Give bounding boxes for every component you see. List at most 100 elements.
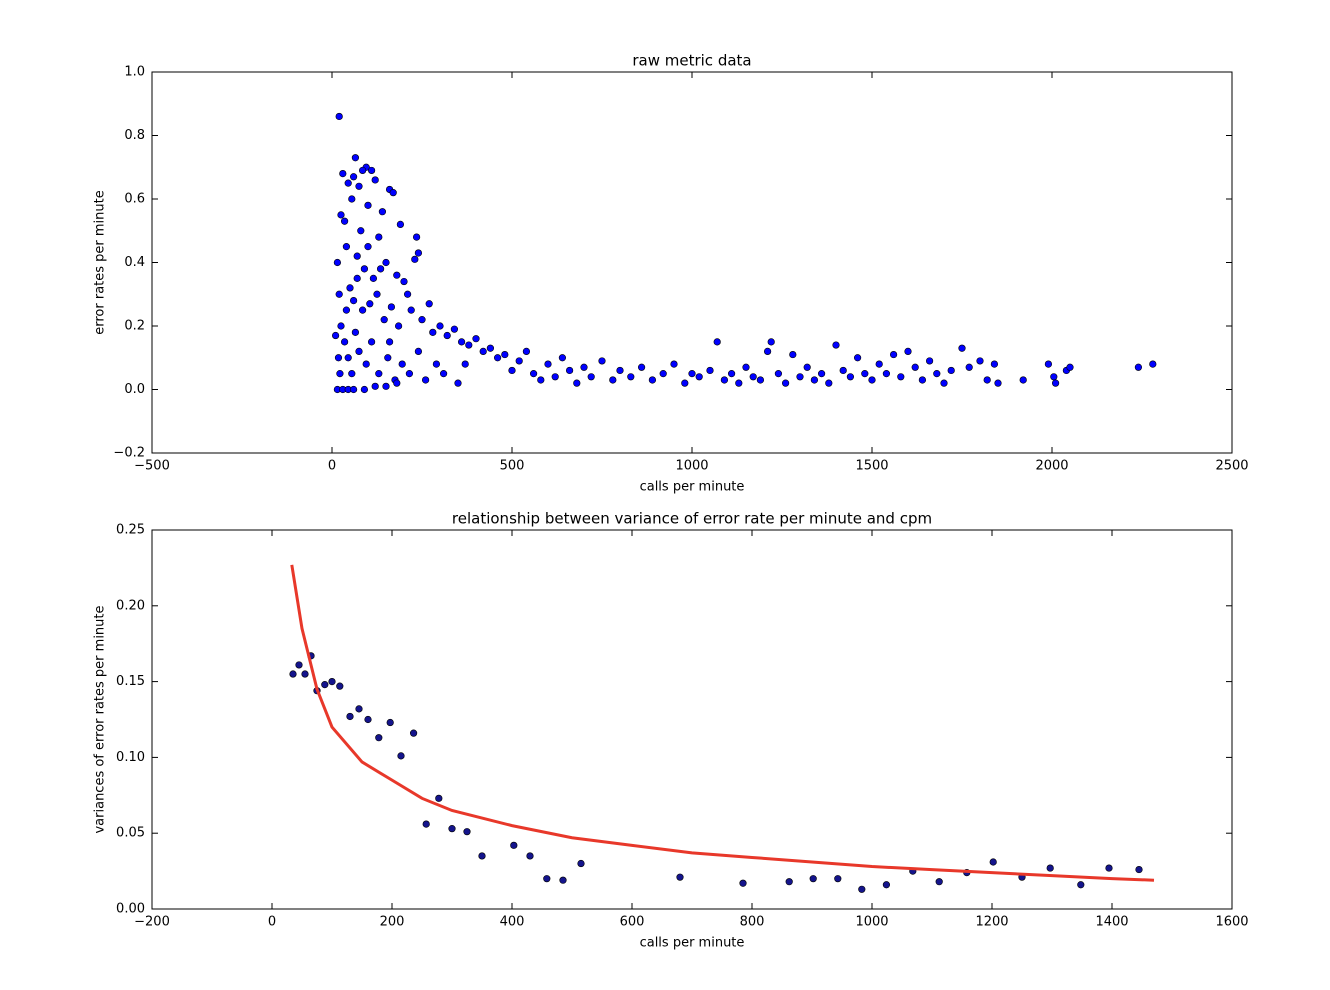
point	[332, 331, 340, 340]
point	[448, 825, 456, 833]
point	[463, 828, 471, 836]
y-tick-label: 0.25	[116, 523, 145, 538]
point	[366, 300, 374, 308]
y-tick-label: 0.4	[124, 255, 145, 270]
point	[508, 366, 516, 375]
point	[413, 233, 421, 241]
point	[450, 325, 459, 333]
point	[350, 297, 358, 305]
point	[958, 344, 966, 352]
point	[486, 344, 495, 352]
point	[432, 360, 441, 368]
point	[398, 360, 406, 368]
point	[348, 195, 356, 203]
point	[918, 376, 927, 384]
point	[911, 363, 919, 371]
point	[411, 255, 419, 263]
point	[781, 379, 790, 387]
point	[522, 347, 531, 356]
point	[551, 373, 559, 381]
point	[335, 290, 343, 298]
point	[348, 370, 356, 378]
x-tick-label: 1000	[855, 915, 888, 930]
point	[346, 284, 354, 292]
x-tick-label: 800	[740, 915, 765, 930]
point	[598, 357, 606, 365]
point	[359, 306, 367, 314]
point	[375, 734, 383, 742]
plot-frame	[151, 71, 1233, 454]
point	[587, 373, 595, 381]
point	[362, 360, 370, 368]
x-tick-label: 1200	[975, 915, 1008, 930]
y-axis-label: variances of error rates per minute	[93, 605, 108, 833]
point	[713, 338, 721, 346]
point	[397, 752, 405, 760]
point	[407, 306, 415, 314]
point	[875, 360, 883, 368]
point	[295, 661, 303, 669]
point	[404, 290, 412, 298]
point	[440, 370, 448, 378]
point	[494, 354, 502, 362]
y-tick-label: 0.0	[124, 382, 145, 397]
point	[301, 670, 309, 678]
y-tick-label: 0.6	[124, 192, 145, 207]
point	[1051, 379, 1060, 387]
point	[832, 341, 840, 349]
point	[389, 189, 397, 197]
point	[858, 885, 866, 893]
point	[368, 338, 376, 346]
point	[478, 852, 486, 860]
point	[355, 347, 363, 356]
point	[526, 852, 534, 860]
point	[637, 363, 646, 371]
point	[373, 290, 381, 298]
point	[422, 376, 430, 384]
point	[1105, 864, 1113, 872]
point	[515, 357, 523, 365]
point	[479, 347, 487, 356]
point	[1149, 360, 1157, 368]
y-tick-label: −0.2	[113, 446, 145, 461]
point	[609, 376, 617, 384]
point	[461, 360, 469, 368]
point	[341, 217, 349, 225]
point	[382, 258, 390, 267]
point	[544, 360, 552, 368]
point	[380, 316, 388, 324]
point	[436, 322, 444, 330]
point	[359, 166, 367, 175]
point	[648, 376, 657, 384]
point	[501, 350, 509, 359]
point	[360, 385, 369, 394]
chart-title: relationship between variance of error r…	[452, 510, 932, 528]
point	[785, 878, 793, 886]
y-tick-label: 0.00	[116, 902, 145, 917]
point	[904, 347, 912, 356]
point	[965, 363, 973, 371]
point	[789, 350, 797, 359]
point	[720, 376, 729, 384]
point	[839, 366, 847, 375]
point	[425, 300, 433, 308]
x-tick-label: −200	[134, 915, 170, 930]
point	[767, 338, 775, 346]
point	[369, 274, 378, 282]
point	[360, 265, 369, 273]
point	[976, 357, 984, 365]
point	[810, 376, 819, 384]
point	[580, 363, 588, 371]
point	[834, 875, 842, 883]
point	[577, 859, 585, 868]
point	[384, 354, 392, 362]
point	[681, 379, 689, 387]
x-tick-label: 2000	[1035, 459, 1068, 474]
point	[882, 370, 891, 378]
point	[396, 220, 405, 228]
point	[336, 370, 344, 378]
point	[355, 705, 363, 713]
point	[341, 338, 349, 346]
point	[346, 712, 354, 721]
